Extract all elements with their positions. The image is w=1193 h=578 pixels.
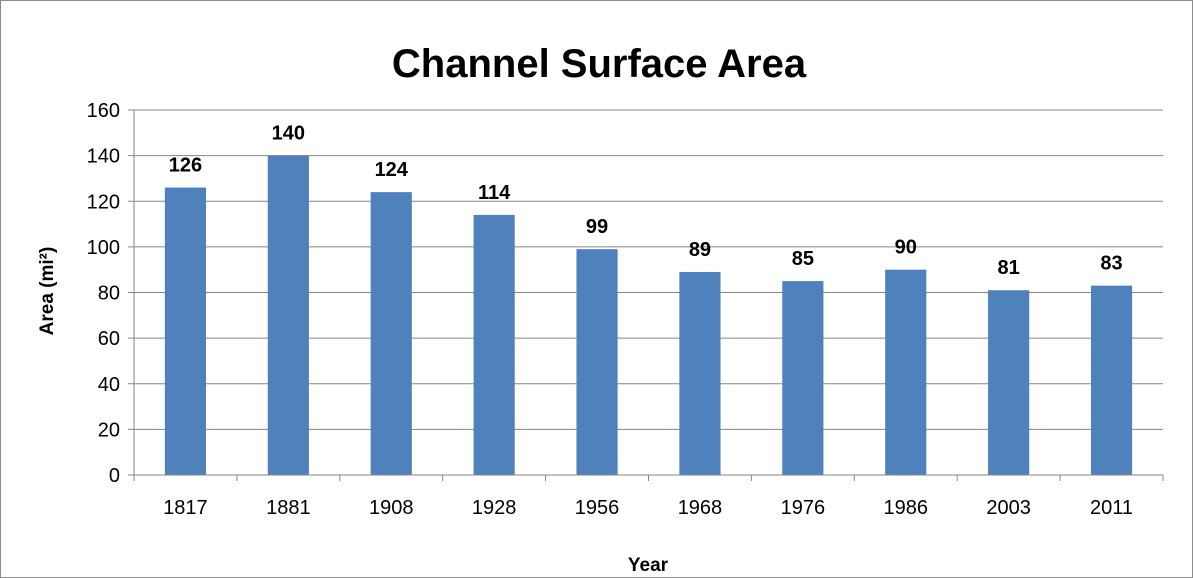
- x-tick-label-1976: 1976: [781, 497, 826, 519]
- x-tick-label-1968: 1968: [678, 497, 723, 519]
- data-label-1881: 140: [272, 123, 305, 145]
- y-tick-label: 100: [87, 237, 120, 259]
- data-label-1986: 90: [895, 237, 917, 259]
- bar-1956: [576, 249, 618, 475]
- bar-1976: [782, 281, 824, 475]
- bar-1968: [679, 271, 721, 475]
- y-axis-title: Area (mi²): [37, 247, 58, 336]
- y-tick-label: 0: [109, 465, 120, 487]
- x-tick-label-1956: 1956: [575, 497, 620, 519]
- x-tick-label-2011: 2011: [1090, 497, 1133, 519]
- bar-2003: [988, 290, 1030, 475]
- bar-1817: [164, 187, 207, 475]
- x-axis-title: Year: [628, 555, 669, 576]
- y-tick-label: 120: [87, 191, 120, 213]
- data-label-1976: 85: [792, 248, 814, 270]
- data-label-2003: 81: [998, 257, 1020, 279]
- data-label-1956: 99: [586, 216, 608, 238]
- axes: [128, 109, 1164, 481]
- y-tick-label: 20: [98, 419, 120, 441]
- data-label-1968: 89: [689, 239, 711, 261]
- bar-1908: [370, 192, 412, 475]
- chart-title: Channel Surface Area: [392, 42, 807, 86]
- bar-1986: [885, 269, 927, 475]
- y-tick-label: 60: [98, 328, 120, 350]
- y-tick-label: 140: [87, 146, 120, 168]
- x-tick-label-2003: 2003: [986, 497, 1031, 519]
- data-label-1928: 114: [478, 182, 511, 204]
- x-tick-label-1908: 1908: [369, 497, 414, 519]
- x-tick-label-1881: 1881: [266, 497, 311, 519]
- data-label-1908: 124: [375, 159, 409, 181]
- y-tick-label: 160: [87, 100, 120, 122]
- x-tick-label-1817: 1817: [163, 497, 208, 519]
- y-tick-label: 40: [98, 374, 120, 396]
- data-label-1817: 126: [169, 155, 202, 177]
- bar-1881: [267, 155, 309, 475]
- x-tick-label-1928: 1928: [472, 497, 517, 519]
- bar-1928: [473, 214, 515, 475]
- y-tick-label: 80: [98, 283, 120, 305]
- data-label-2011: 83: [1100, 253, 1122, 275]
- labels: 0 20 40 60 80 100 120 140 160 126 1817 140 1881 124 19…: [87, 100, 1133, 519]
- bars: [164, 155, 1133, 475]
- bar-2011: [1090, 285, 1133, 475]
- x-tick-label-1986: 1986: [884, 497, 929, 519]
